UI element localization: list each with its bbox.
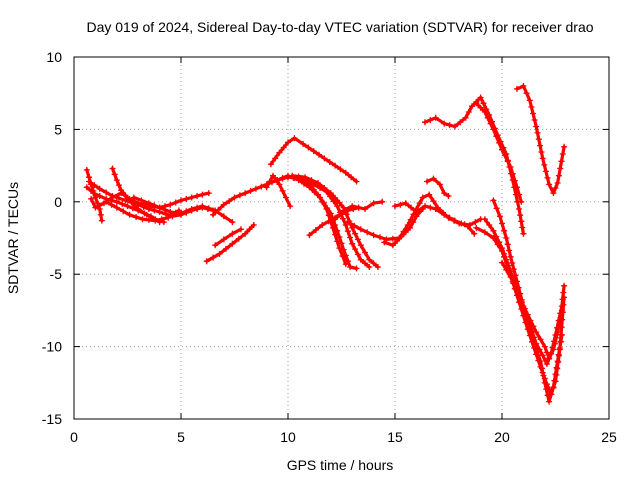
- series-markers: [499, 259, 565, 362]
- series-track-25: [514, 83, 568, 197]
- series-markers: [424, 175, 452, 199]
- x-tick-label: 25: [601, 429, 617, 445]
- y-tick-label: 5: [54, 121, 62, 137]
- series-track-24: [473, 100, 525, 205]
- series-markers: [130, 194, 236, 226]
- y-axis-label: SDTVAR / TECUs: [5, 182, 21, 294]
- y-tick-label: -10: [42, 339, 62, 355]
- series-markers: [267, 135, 360, 185]
- grid: [74, 57, 609, 419]
- series-markers: [473, 224, 568, 398]
- plot-frame: [73, 56, 610, 420]
- series-markers: [332, 198, 386, 223]
- y-tick-label: 0: [54, 194, 62, 210]
- series-markers: [203, 222, 257, 265]
- series-track-29: [499, 259, 565, 362]
- series-track-21: [392, 200, 478, 237]
- series-track-12: [267, 135, 360, 185]
- series-track-11: [263, 172, 294, 210]
- y-tick-label: -5: [50, 266, 63, 282]
- x-tick-label: 0: [70, 429, 78, 445]
- series-markers: [514, 83, 568, 197]
- series-track-06: [103, 198, 182, 224]
- series-line: [213, 227, 243, 247]
- series-track-09: [203, 222, 257, 265]
- x-tick-label: 10: [280, 429, 296, 445]
- series-track-05: [109, 165, 167, 226]
- series-track-10: [212, 226, 244, 249]
- series-markers: [473, 100, 525, 205]
- x-tick-label: 5: [177, 429, 185, 445]
- series-track-07: [130, 194, 236, 226]
- series-markers: [392, 200, 478, 237]
- x-axis-label: GPS time / hours: [287, 457, 394, 473]
- x-tick-label: 20: [494, 429, 510, 445]
- axis-ticks: 0 5 10 15 20 25 -15 -10 -5 0 5 10: [42, 49, 617, 445]
- series-line: [474, 226, 566, 396]
- y-tick-label: -15: [42, 411, 62, 427]
- x-tick-label: 15: [387, 429, 403, 445]
- series-track-22: [424, 175, 452, 199]
- series-markers: [212, 226, 244, 249]
- series-line: [297, 177, 348, 266]
- y-tick-label: 10: [46, 49, 62, 65]
- series-markers: [103, 198, 182, 224]
- series-track-26: [473, 224, 568, 398]
- data-series: [83, 83, 568, 405]
- series-track-18: [332, 198, 386, 223]
- chart-title: Day 019 of 2024, Sidereal Day-to-day VTE…: [86, 19, 593, 35]
- series-line: [205, 223, 256, 263]
